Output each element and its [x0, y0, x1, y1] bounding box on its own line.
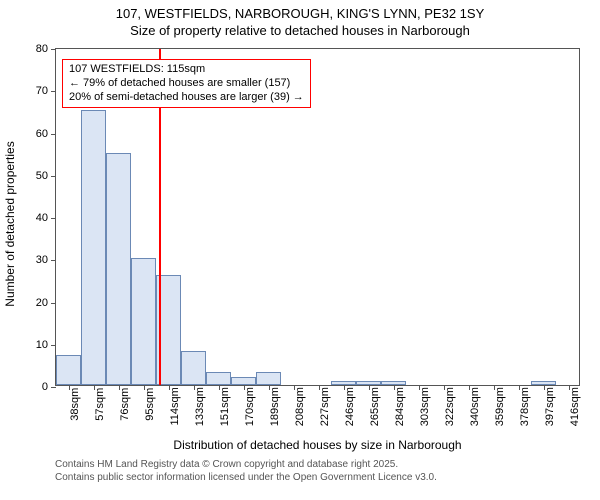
title-line-2: Size of property relative to detached ho…: [0, 23, 600, 40]
histogram-bar: [81, 110, 106, 385]
annotation-box: 107 WESTFIELDS: 115sqm← 79% of detached …: [62, 59, 311, 108]
xtick-label: 170sqm: [244, 371, 256, 410]
xtick-label: 38sqm: [69, 374, 81, 407]
histogram-bar: [131, 258, 156, 385]
ytick-line: [51, 260, 56, 261]
xtick-label: 57sqm: [94, 374, 106, 407]
ytick-label: 70: [36, 85, 48, 97]
annotation-line-1: 107 WESTFIELDS: 115sqm: [69, 63, 304, 77]
xtick-label: 76sqm: [119, 374, 131, 407]
xtick-label: 208sqm: [294, 371, 306, 410]
ytick-label: 80: [36, 43, 48, 55]
xtick-label: 416sqm: [569, 371, 581, 410]
xtick-label: 340sqm: [469, 371, 481, 410]
ytick-label: 40: [36, 212, 48, 224]
credits-line-1: Contains HM Land Registry data © Crown c…: [55, 458, 437, 471]
ytick-line: [51, 387, 56, 388]
xtick-label: 246sqm: [344, 371, 356, 410]
ytick-line: [51, 303, 56, 304]
ytick-line: [51, 134, 56, 135]
xtick-label: 114sqm: [169, 372, 181, 410]
annotation-line-2: ← 79% of detached houses are smaller (15…: [69, 77, 304, 91]
x-axis-label: Distribution of detached houses by size …: [55, 438, 580, 452]
annotation-line-3: 20% of semi-detached houses are larger (…: [69, 91, 304, 105]
title-line-1: 107, WESTFIELDS, NARBOROUGH, KING'S LYNN…: [0, 6, 600, 23]
xtick-label: 189sqm: [269, 371, 281, 410]
ytick-line: [51, 91, 56, 92]
xtick-label: 227sqm: [319, 371, 331, 410]
title-block: 107, WESTFIELDS, NARBOROUGH, KING'S LYNN…: [0, 0, 600, 40]
histogram-bar: [106, 153, 131, 385]
xtick-label: 95sqm: [144, 374, 156, 407]
ytick-line: [51, 176, 56, 177]
xtick-label: 359sqm: [494, 371, 506, 410]
ytick-line: [51, 49, 56, 50]
plot-area: 0102030405060708038sqm57sqm76sqm95sqm114…: [55, 48, 580, 386]
ytick-label: 10: [36, 339, 48, 351]
credits-line-2: Contains public sector information licen…: [55, 471, 437, 484]
credits-block: Contains HM Land Registry data © Crown c…: [55, 458, 437, 484]
ytick-line: [51, 218, 56, 219]
ytick-label: 0: [42, 381, 48, 393]
xtick-label: 378sqm: [519, 371, 531, 410]
xtick-label: 265sqm: [369, 371, 381, 410]
xtick-label: 151sqm: [219, 371, 231, 410]
ytick-label: 30: [36, 254, 48, 266]
xtick-label: 133sqm: [194, 371, 206, 410]
y-axis-label: Number of detached properties: [3, 124, 17, 324]
ytick-label: 50: [36, 170, 48, 182]
xtick-label: 322sqm: [444, 371, 456, 410]
xtick-label: 284sqm: [394, 371, 406, 410]
ytick-label: 60: [36, 128, 48, 140]
xtick-label: 397sqm: [544, 371, 556, 410]
chart-container: 107, WESTFIELDS, NARBOROUGH, KING'S LYNN…: [0, 0, 600, 500]
ytick-line: [51, 345, 56, 346]
ytick-label: 20: [36, 297, 48, 309]
xtick-label: 303sqm: [419, 371, 431, 410]
